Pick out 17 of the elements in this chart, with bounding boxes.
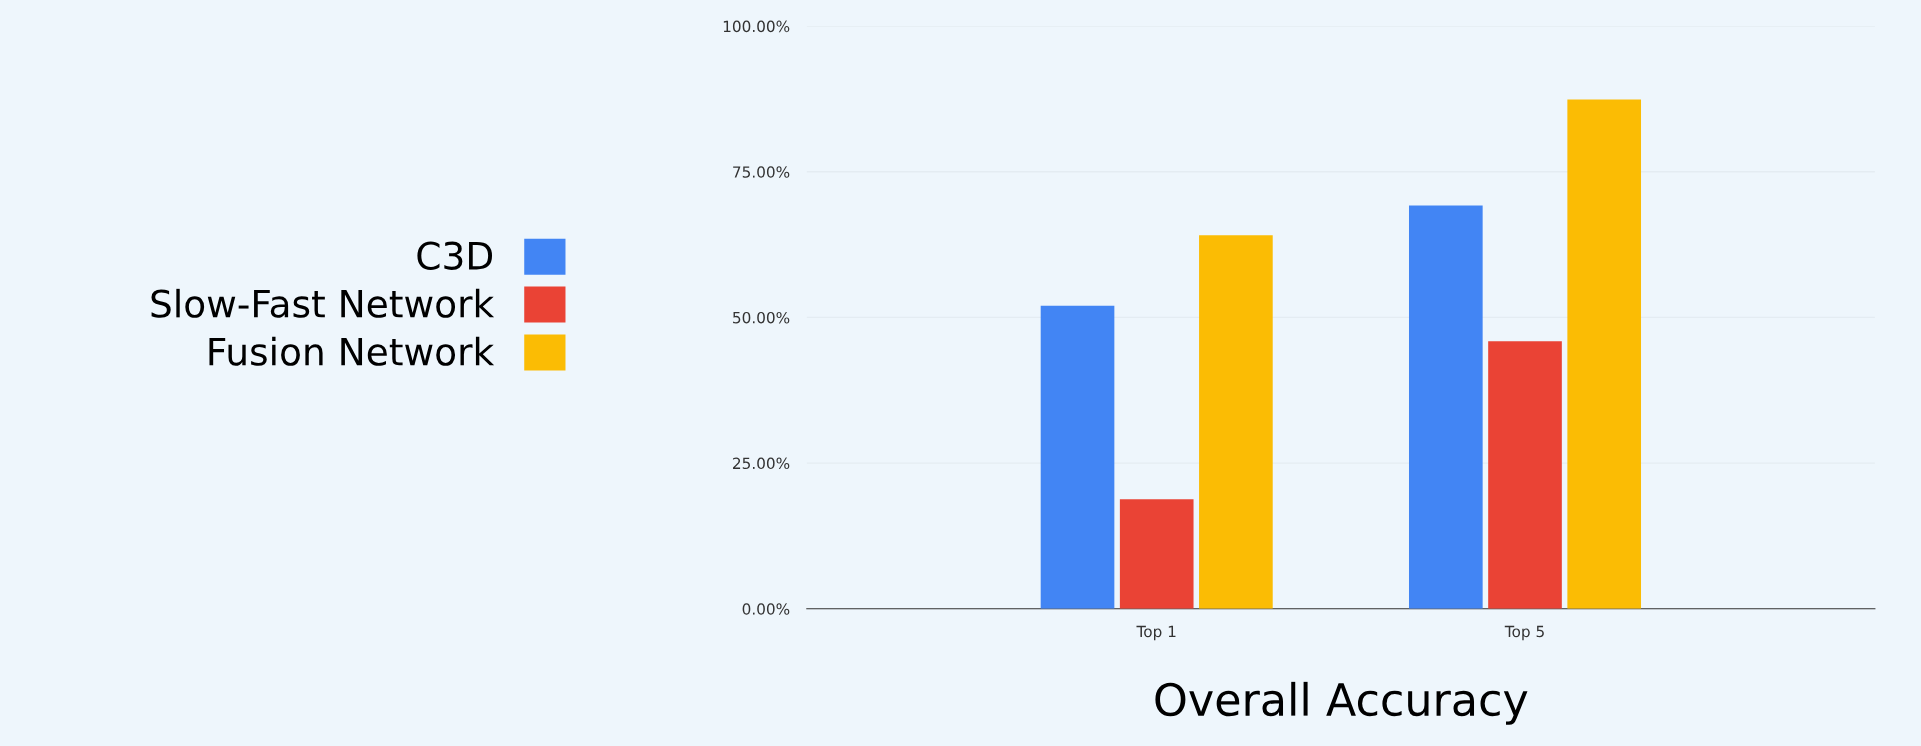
legend-label: Slow-Fast Network [151,288,495,318]
y-tick-label: 25.00% [733,457,790,470]
bar [1488,341,1562,609]
y-tick-label: 50.00% [733,311,790,324]
legend-label: C3D [417,241,493,270]
bar [1408,205,1483,609]
y-tick-label: 100.00% [723,20,790,33]
bar [1119,499,1194,609]
bar [1567,99,1642,609]
bar [1040,305,1115,609]
x-tick-label: Top 1 [1136,625,1176,641]
y-tick-label: 0.00% [742,603,790,615]
x-axis-title: Overall Accuracy [1155,681,1528,725]
bar [1199,235,1273,609]
x-tick-label: Top 5 [1504,625,1544,641]
legend-label: Fusion Network [209,336,495,366]
y-tick-label: 75.00% [733,166,790,178]
